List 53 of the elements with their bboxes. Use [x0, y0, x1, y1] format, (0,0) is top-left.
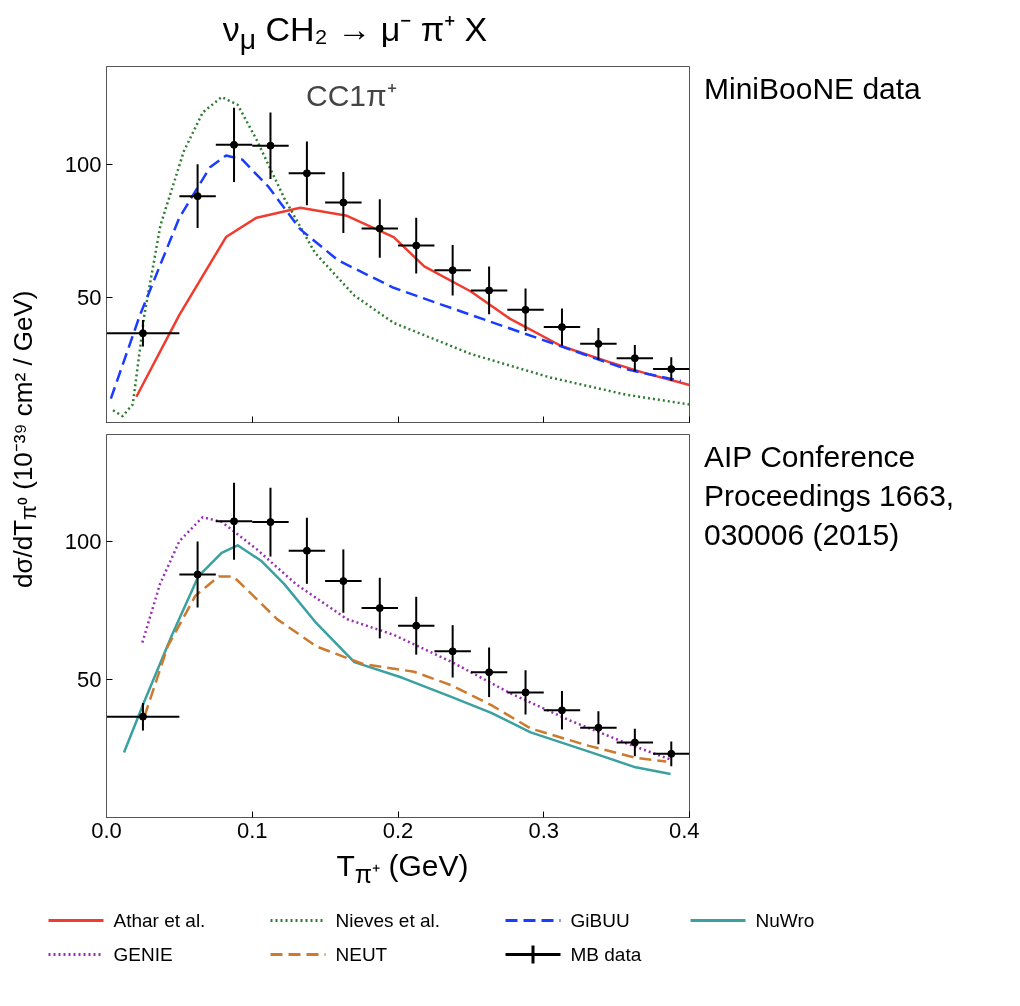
point	[521, 688, 530, 697]
point	[266, 518, 275, 527]
point	[448, 266, 457, 275]
point	[302, 547, 311, 556]
chart-title: ν$_{μ}$ CH₂ → μ⁻ π⁺ X	[222, 9, 488, 57]
legend-label: MB data	[570, 943, 642, 965]
y-tick-label: 50	[77, 667, 102, 693]
point	[485, 668, 494, 677]
y-tick-label: 100	[64, 152, 102, 178]
legend-label: NuWro	[755, 909, 815, 931]
legend-label: GENIE	[113, 943, 173, 965]
point	[667, 750, 676, 759]
x-axis-title: T$_{π⁺}$ (GeV)	[336, 848, 469, 891]
point	[667, 365, 676, 374]
point	[230, 517, 239, 526]
legend-label: Athar et al.	[113, 909, 206, 931]
point	[412, 241, 421, 250]
y-tick-label: 50	[77, 285, 102, 311]
legend-label: NEUT	[335, 943, 388, 965]
point	[557, 323, 566, 332]
point	[521, 306, 530, 315]
point	[230, 141, 239, 150]
chart-subtitle: CC1π⁺	[306, 78, 397, 112]
point	[412, 622, 421, 630]
line-series	[109, 154, 683, 401]
x-tick-label: 0.2	[382, 817, 414, 843]
x-tick-label: 0.3	[528, 817, 560, 843]
point	[557, 706, 566, 715]
point	[339, 577, 348, 586]
point	[485, 286, 494, 295]
legend-label: Nieves et al.	[335, 909, 441, 931]
point	[193, 570, 202, 579]
point	[630, 354, 639, 363]
point	[375, 224, 384, 233]
point	[193, 192, 202, 201]
x-tick-label: 0.4	[668, 817, 700, 843]
point	[594, 340, 603, 349]
point	[375, 604, 384, 613]
point	[302, 169, 311, 178]
legend-label: GiBUU	[570, 909, 630, 931]
x-tick-label: 0.0	[91, 817, 122, 843]
point	[266, 141, 275, 150]
x-tick-label: 0.1	[236, 817, 268, 843]
point	[339, 198, 348, 207]
text: MiniBooNE data	[704, 71, 921, 108]
point	[138, 329, 147, 338]
text: AIP Conference Proceedings 1663, 030006 (2015)	[704, 439, 956, 554]
line-series	[122, 544, 672, 776]
point	[448, 647, 457, 656]
point	[630, 738, 639, 747]
y-tick-label: 100	[64, 529, 102, 555]
point	[594, 723, 603, 732]
point	[138, 712, 147, 721]
